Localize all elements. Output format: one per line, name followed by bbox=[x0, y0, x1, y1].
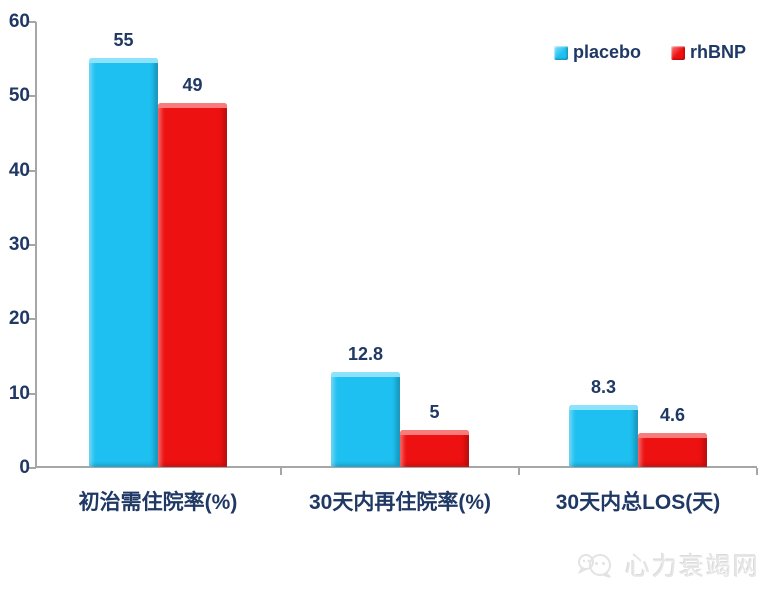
legend-label-placebo: placebo bbox=[572, 42, 641, 62]
x-tick bbox=[280, 468, 282, 475]
placebo-value-label: 55 bbox=[113, 30, 134, 51]
y-axis-line bbox=[35, 22, 37, 468]
placebo-bar-top-highlight bbox=[89, 58, 158, 64]
y-tick bbox=[27, 392, 36, 395]
rhBNP-bar bbox=[158, 102, 227, 467]
placebo-value-label: 12.8 bbox=[347, 343, 384, 364]
placebo-value-label: 8.3 bbox=[590, 377, 617, 398]
placebo-bar bbox=[569, 405, 638, 467]
y-tick-label: 50 bbox=[8, 85, 30, 107]
y-tick-label: 40 bbox=[8, 159, 30, 181]
category-label: 30天内再住院率(%) bbox=[308, 491, 492, 514]
watermark: 心力衰竭网 bbox=[576, 547, 760, 583]
rhBNP-bar-top-highlight bbox=[158, 102, 227, 108]
x-tick bbox=[518, 468, 520, 475]
y-tick-label: 20 bbox=[8, 308, 30, 330]
rhBNP-bar-top-highlight bbox=[638, 432, 707, 438]
y-tick bbox=[27, 244, 36, 246]
category-label: 30天内总LOS(天) bbox=[555, 491, 721, 514]
legend-item-placebo: placebo bbox=[553, 42, 641, 63]
x-tick bbox=[756, 468, 758, 475]
y-tick-label: 30 bbox=[8, 234, 30, 255]
placebo-swatch bbox=[553, 45, 568, 60]
y-tick-label: 10 bbox=[8, 382, 30, 404]
legend-label-rhbnp: rhBNP bbox=[689, 42, 746, 62]
y-tick bbox=[27, 318, 36, 321]
rhBNP-bar bbox=[638, 432, 707, 467]
rhBNP-bar bbox=[400, 429, 469, 467]
y-tick bbox=[27, 169, 36, 172]
x-axis-line bbox=[35, 466, 757, 468]
chat-bubbles-logo-icon bbox=[577, 554, 611, 578]
rhBNP-value-label: 4.6 bbox=[659, 404, 686, 425]
y-tick-label: 0 bbox=[19, 457, 30, 478]
category-label: 初治需住院率(%) bbox=[78, 491, 238, 514]
legend: placebo rhBNP bbox=[553, 42, 746, 63]
rhBNP-value-label: 5 bbox=[429, 401, 440, 422]
placebo-bar-top-highlight bbox=[569, 405, 638, 411]
placebo-bar-top-highlight bbox=[331, 371, 400, 377]
placebo-bar bbox=[331, 371, 400, 467]
placebo-bar bbox=[89, 58, 158, 467]
watermark-text: 心力衰竭网 bbox=[625, 553, 761, 581]
legend-item-rhbnp: rhBNP bbox=[670, 42, 746, 63]
y-tick bbox=[27, 467, 36, 469]
rhBNP-bar-top-highlight bbox=[400, 429, 469, 435]
y-tick bbox=[27, 21, 36, 23]
rhbnp-swatch bbox=[670, 45, 685, 60]
y-tick bbox=[27, 95, 36, 98]
rhBNP-value-label: 49 bbox=[182, 74, 203, 95]
y-tick-label: 60 bbox=[8, 11, 30, 32]
